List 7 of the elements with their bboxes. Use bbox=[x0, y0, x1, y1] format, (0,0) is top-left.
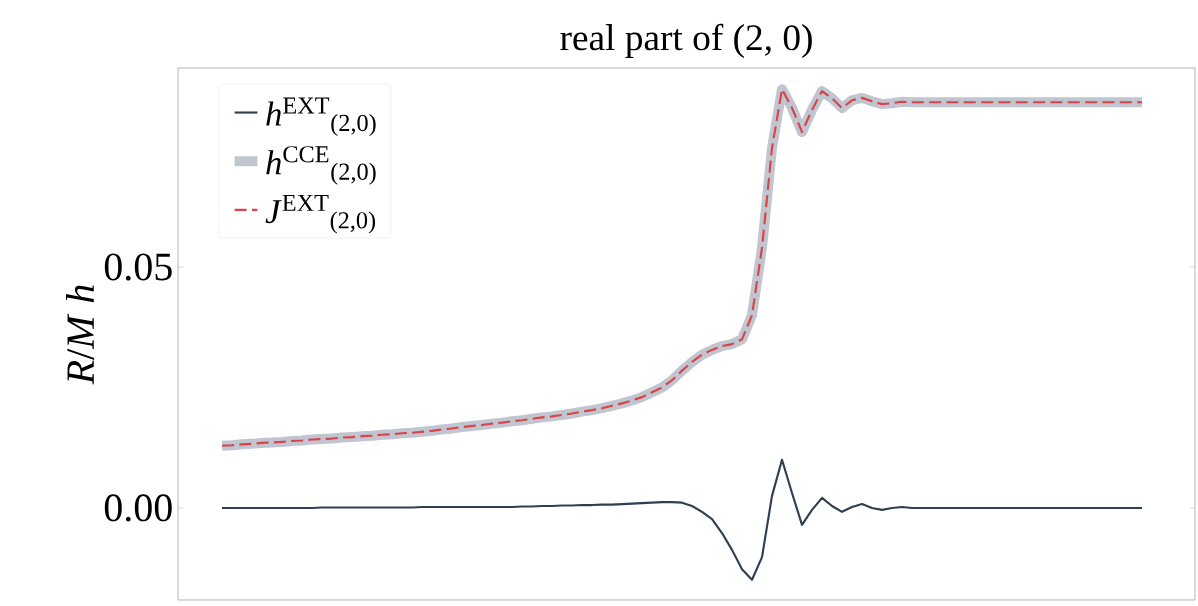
legend-label: h$^{EXT}$(2,0) bbox=[266, 97, 376, 137]
y-tick-label: 0.05 bbox=[104, 253, 172, 281]
y-tick-label: 0.00 bbox=[104, 494, 172, 522]
y-axis-title: R/M h bbox=[66, 285, 95, 385]
legend-label: h$^{CCE}$(2,0) bbox=[266, 146, 376, 185]
legend-label: J$^{EXT}$(2,0) bbox=[265, 194, 376, 234]
chart-title: real part of (2, 0) bbox=[560, 23, 812, 58]
